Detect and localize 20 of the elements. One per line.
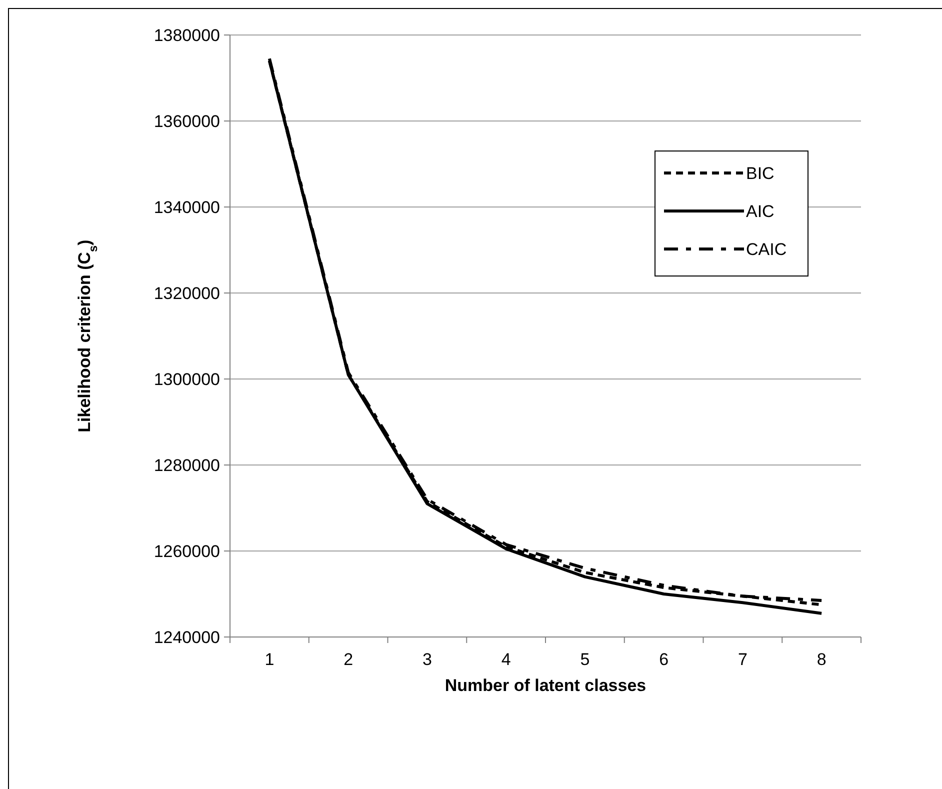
x-tick-label: 1 [264,650,274,669]
legend-label: AIC [746,202,774,221]
y-tick-label: 1360000 [154,112,220,131]
y-tick-label: 1380000 [154,26,220,45]
y-tick-label: 1280000 [154,456,220,475]
x-tick-label: 3 [422,650,432,669]
legend-label: CAIC [746,240,787,259]
y-tick-label: 1300000 [154,370,220,389]
y-tick-label: 1320000 [154,284,220,303]
x-tick-label: 6 [659,650,669,669]
y-tick-label: 1260000 [154,542,220,561]
x-tick-label: 2 [344,650,354,669]
x-tick-label: 8 [816,650,826,669]
x-tick-label: 5 [580,650,590,669]
x-tick-label: 7 [738,650,748,669]
x-axis-title: Number of latent classes [444,676,646,695]
x-tick-label: 4 [501,650,511,669]
legend-label: BIC [746,164,774,183]
y-tick-label: 1340000 [154,198,220,217]
y-tick-label: 1240000 [154,628,220,647]
